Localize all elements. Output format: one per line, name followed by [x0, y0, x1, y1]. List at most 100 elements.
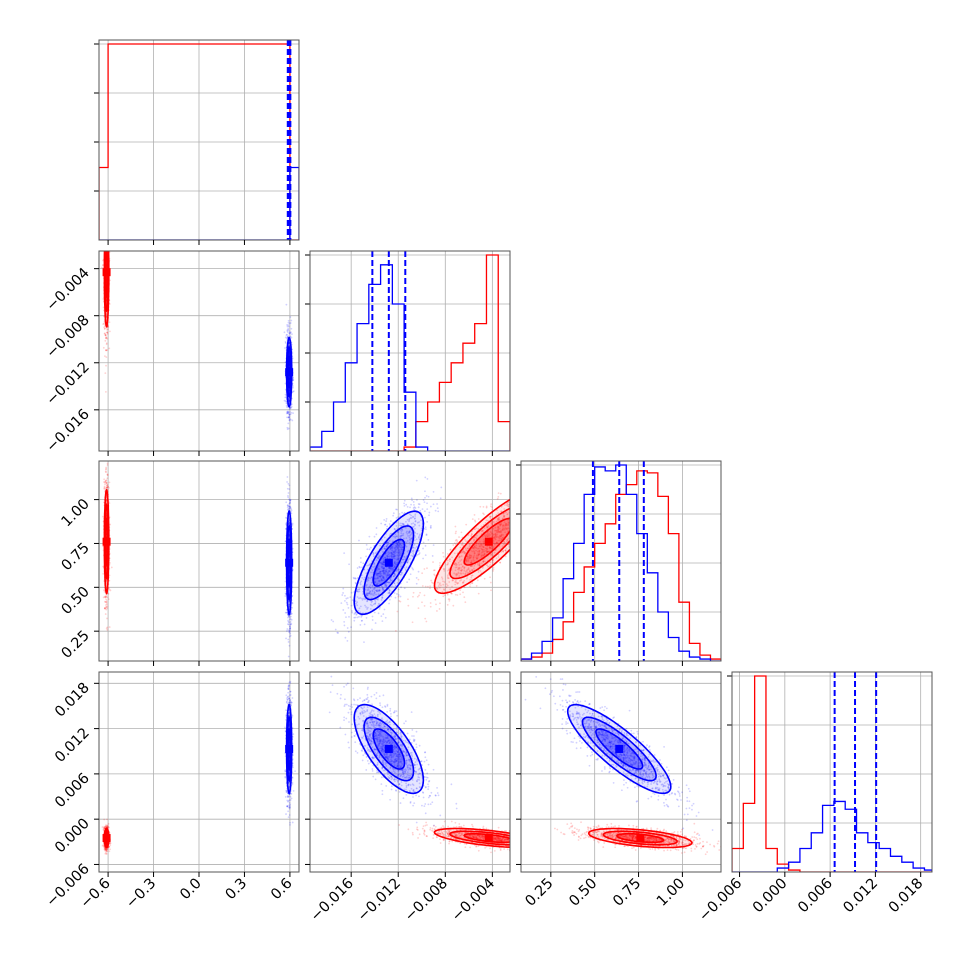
- sample-point: [286, 428, 289, 431]
- sample-point: [288, 416, 290, 419]
- sample-point: [106, 223, 108, 225]
- sample-point: [108, 248, 110, 250]
- sample-point: [499, 530, 502, 533]
- sample-point: [108, 347, 111, 350]
- sample-point: [466, 547, 469, 550]
- sample-point: [288, 419, 291, 422]
- sample-point: [470, 569, 473, 572]
- sample-point: [478, 563, 481, 566]
- histogram-group: [310, 251, 510, 451]
- sample-point: [105, 234, 107, 236]
- sample-point: [287, 427, 290, 430]
- sample-point: [105, 214, 107, 216]
- sample-point: [290, 403, 293, 406]
- sample-point: [448, 558, 451, 561]
- sample-point: [101, 237, 103, 239]
- sample-point: [525, 534, 527, 536]
- sample-point: [287, 398, 290, 400]
- sample-point: [471, 518, 474, 521]
- sample-point: [105, 218, 107, 220]
- sample-point: [494, 538, 497, 541]
- sample-point: [478, 547, 480, 550]
- sample-point: [442, 588, 445, 591]
- sample-point: [483, 527, 486, 530]
- sample-point: [106, 233, 108, 235]
- sample-point: [516, 548, 518, 550]
- sample-point: [431, 581, 433, 584]
- sample-point: [288, 345, 291, 347]
- sample-point: [105, 249, 107, 251]
- y-tick-label: 0.75: [59, 540, 93, 574]
- sample-point: [106, 486, 109, 489]
- sample-point: [105, 486, 108, 489]
- sample-point: [290, 612, 293, 615]
- sample-point: [285, 611, 288, 614]
- sample-point: [489, 563, 492, 566]
- sample-point: [412, 591, 415, 594]
- sample-point: [105, 240, 107, 242]
- sample-point: [491, 535, 494, 538]
- sample-point: [288, 521, 290, 524]
- sample-point: [105, 356, 108, 358]
- sample-point: [105, 337, 107, 340]
- sample-point: [512, 541, 514, 543]
- sample-point: [443, 581, 446, 583]
- y-tick-label: −0.016: [44, 406, 93, 455]
- sample-point: [491, 545, 494, 548]
- sample-point: [505, 511, 507, 514]
- sample-point: [480, 545, 483, 547]
- sample-point: [533, 526, 535, 528]
- sample-point: [104, 241, 106, 243]
- sample-point: [489, 505, 492, 508]
- sample-point: [106, 241, 108, 243]
- sample-point: [292, 379, 294, 382]
- sample-point: [287, 655, 290, 658]
- sample-point: [288, 522, 291, 525]
- sample-point: [105, 232, 107, 234]
- sample-point: [287, 505, 290, 508]
- sample-point: [109, 523, 112, 526]
- sample-point: [480, 525, 483, 528]
- sample-point: [105, 601, 108, 603]
- sample-point: [104, 480, 107, 483]
- sample-point: [105, 228, 107, 230]
- sample-point: [106, 333, 109, 335]
- sample-point: [443, 569, 446, 572]
- sample-point: [503, 504, 506, 506]
- sample-point: [289, 335, 292, 338]
- sample-point: [102, 596, 105, 599]
- sample-point: [287, 398, 290, 401]
- sample-point: [104, 372, 107, 375]
- sample-point: [288, 629, 291, 632]
- sample-point: [521, 534, 523, 536]
- sample-point: [287, 319, 290, 322]
- sample-point: [463, 569, 466, 572]
- sample-point: [468, 542, 470, 545]
- sample-point: [106, 485, 109, 488]
- sample-point: [104, 237, 106, 239]
- sample-point: [106, 204, 108, 206]
- sample-point: [288, 506, 291, 508]
- sample-point: [106, 474, 109, 476]
- sample-point: [108, 626, 111, 628]
- sample-point: [528, 483, 530, 485]
- sample-point: [108, 562, 111, 564]
- sample-point: [534, 487, 536, 489]
- sample-point: [528, 504, 530, 506]
- sample-point: [289, 623, 292, 626]
- sample-point: [289, 632, 292, 635]
- sample-point: [106, 247, 108, 249]
- sample-point: [454, 581, 456, 583]
- sample-point: [285, 412, 288, 415]
- sample-point: [105, 598, 108, 601]
- sample-point: [105, 236, 107, 238]
- sample-point: [105, 604, 107, 606]
- sample-point: [506, 502, 508, 505]
- sample-point: [518, 535, 520, 537]
- sample-point: [104, 333, 107, 336]
- sample-point: [108, 321, 111, 324]
- sample-point: [104, 232, 106, 234]
- sample-point: [506, 513, 509, 515]
- sample-point: [533, 496, 535, 498]
- sample-point: [106, 242, 108, 244]
